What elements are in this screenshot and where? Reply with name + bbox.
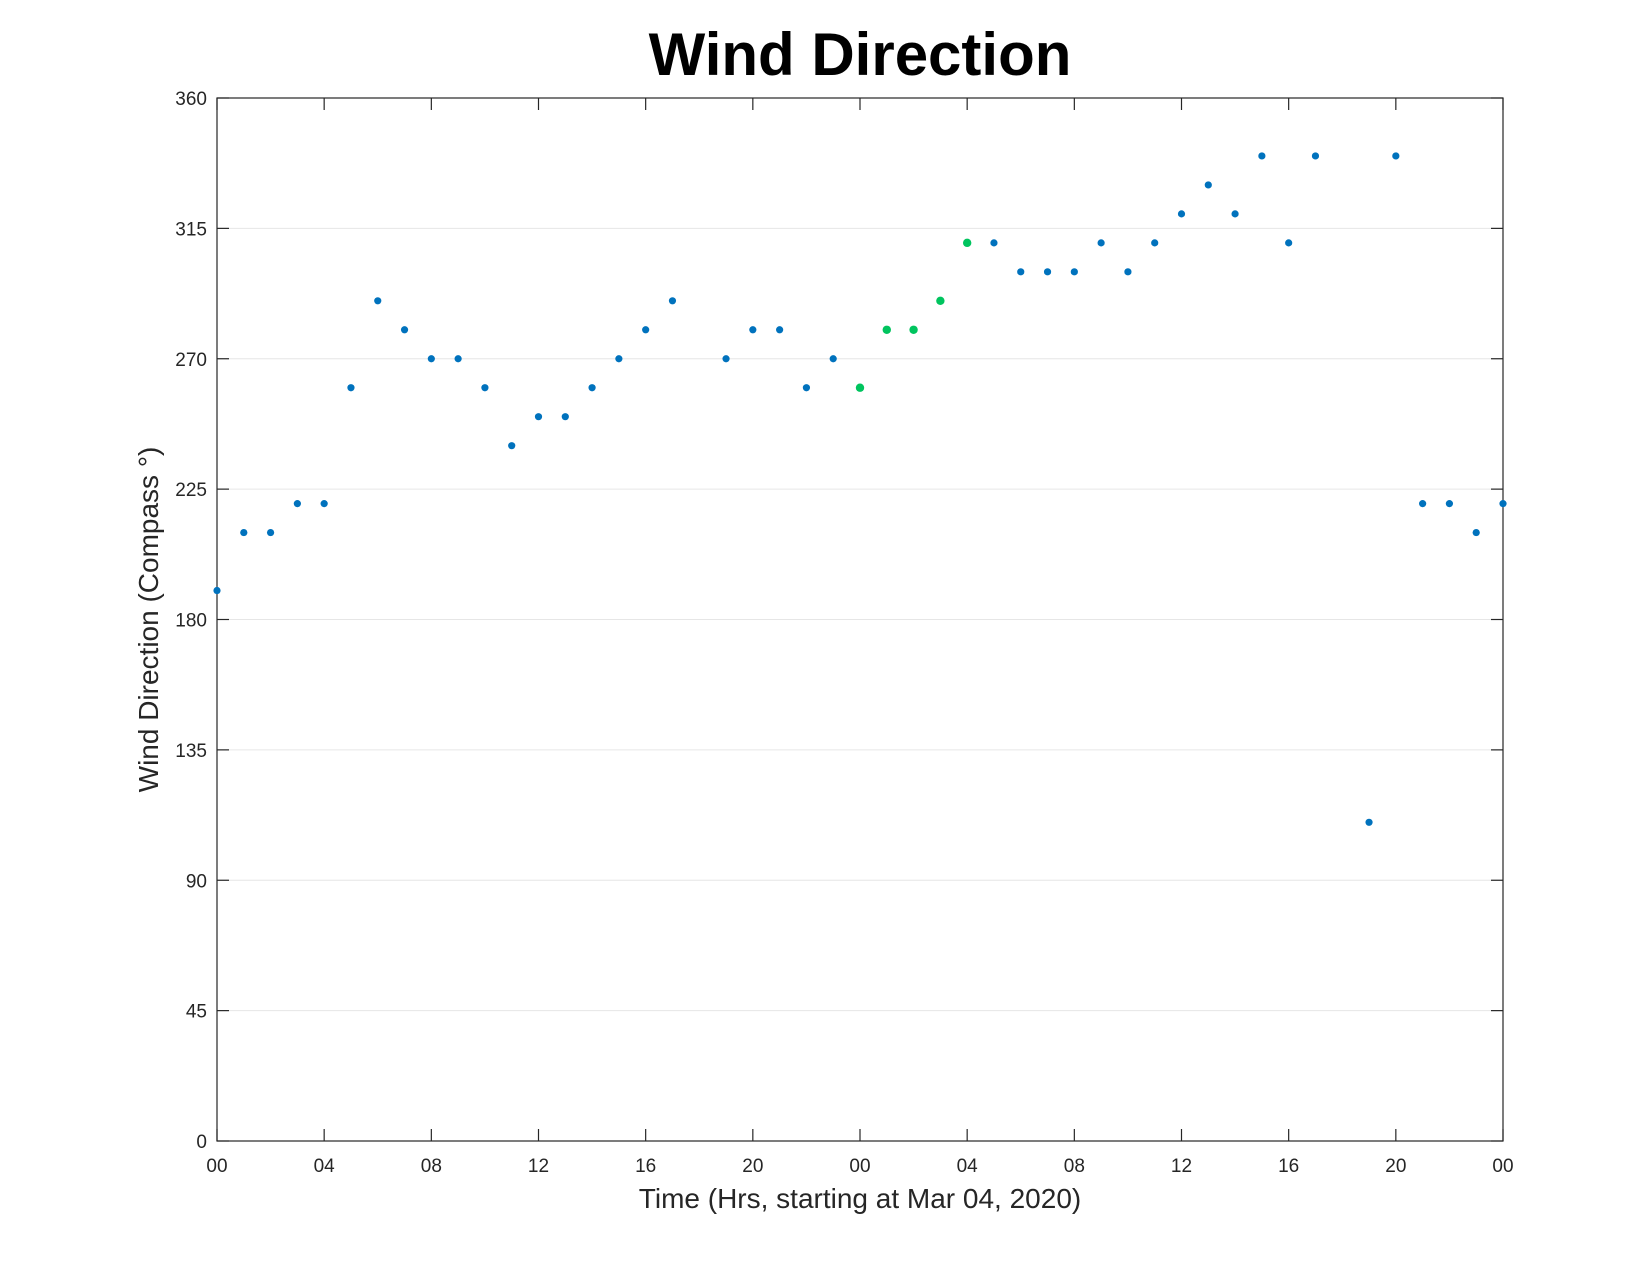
data-point [1097, 239, 1105, 247]
data-point [642, 326, 650, 334]
highlight-data-point [855, 383, 865, 392]
data-point [749, 326, 757, 334]
data-point [1499, 500, 1507, 508]
data-point [374, 297, 382, 305]
highlight-data-point [936, 296, 945, 306]
y-tick-label: 0 [196, 1132, 207, 1153]
data-point [1365, 818, 1373, 826]
data-point [1472, 528, 1480, 537]
data-point [1445, 500, 1454, 508]
data-point [588, 384, 596, 392]
highlight-data-point [909, 325, 918, 334]
data-point [213, 586, 221, 595]
x-tick-label: 08 [421, 1156, 442, 1177]
data-points [213, 152, 1507, 826]
x-tick-label: 20 [1385, 1156, 1406, 1177]
data-point [722, 355, 730, 363]
data-point [802, 384, 811, 392]
x-tick-label: 08 [1064, 1156, 1085, 1177]
data-point [1043, 268, 1052, 276]
y-tick-label: 180 [175, 611, 207, 632]
data-point [454, 355, 462, 363]
y-axis-label: Wind Direction (Compass °) [133, 447, 164, 793]
data-point [240, 528, 248, 537]
x-tick-label: 00 [206, 1156, 227, 1177]
data-point [561, 413, 569, 421]
data-point [1017, 268, 1025, 276]
data-point [1311, 152, 1320, 160]
x-axis-label: Time (Hrs, starting at Mar 04, 2020) [639, 1183, 1081, 1214]
data-point [990, 239, 998, 247]
highlight-data-point [882, 325, 891, 334]
grid [217, 227, 1503, 1012]
data-point [668, 297, 677, 305]
x-tick-label: 12 [1171, 1156, 1192, 1177]
data-point [1204, 181, 1212, 189]
data-point [293, 500, 301, 508]
data-point [1070, 268, 1078, 276]
data-point [1151, 239, 1159, 247]
y-tick-label: 270 [175, 350, 207, 371]
y-tick-label: 315 [175, 219, 207, 240]
data-point [1177, 210, 1186, 218]
data-point [829, 355, 837, 363]
data-point [1419, 500, 1427, 508]
data-point [320, 500, 328, 508]
chart-title: Wind Direction [649, 21, 1072, 88]
y-tick-label: 45 [186, 1002, 207, 1023]
highlight-data-point [962, 238, 972, 248]
y-tick-label: 90 [186, 871, 207, 892]
data-point [347, 384, 355, 392]
data-point [534, 413, 543, 421]
data-point [427, 355, 435, 363]
x-tick-label: 12 [528, 1156, 549, 1177]
x-tick-label: 16 [1278, 1156, 1299, 1177]
axis-ticks: 0 45 90 135 180 225 270 315 360 00 04 08 12 16 20 00 04 0… [175, 89, 1513, 1177]
y-tick-label: 135 [175, 741, 207, 762]
data-point [508, 442, 516, 450]
x-tick-label: 20 [742, 1156, 763, 1177]
data-point [400, 326, 409, 334]
x-tick-label: 16 [635, 1156, 656, 1177]
y-tick-label: 360 [175, 89, 207, 110]
x-tick-label: 00 [1492, 1156, 1513, 1177]
x-tick-label: 04 [957, 1156, 979, 1177]
data-point [481, 384, 489, 392]
x-tick-label: 00 [849, 1156, 870, 1177]
data-point [1285, 239, 1293, 247]
data-point [615, 355, 623, 363]
data-point [1231, 210, 1239, 218]
data-point [1392, 152, 1400, 160]
data-point [1258, 152, 1266, 160]
data-point [776, 326, 784, 334]
data-point [1124, 268, 1132, 276]
x-tick-label: 04 [314, 1156, 336, 1177]
data-point [266, 528, 275, 537]
y-tick-label: 225 [175, 480, 207, 501]
